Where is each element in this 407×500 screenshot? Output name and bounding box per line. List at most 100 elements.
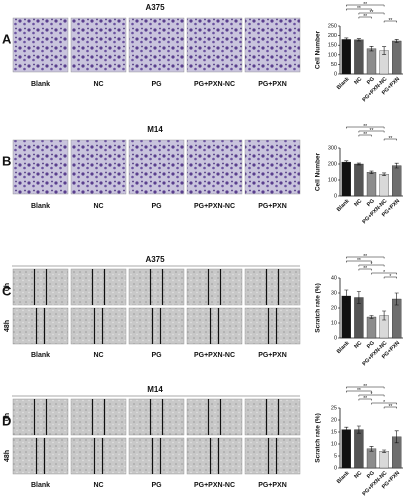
image-label: NC <box>93 203 103 210</box>
micrograph <box>244 17 301 73</box>
y-axis-label: Scratch rate (%) <box>315 413 322 463</box>
error-bar <box>344 289 349 303</box>
panel-letter: B <box>2 153 11 168</box>
micrograph <box>70 307 127 345</box>
y-tick-label: 20 <box>331 417 337 423</box>
y-tick-label: 5 <box>334 453 337 459</box>
x-tick-label: PG <box>366 76 376 86</box>
y-tick-label: 40 <box>331 275 337 281</box>
micrograph <box>12 398 69 436</box>
y-axis-label: Cell Number <box>315 30 322 69</box>
error-bar <box>344 37 349 42</box>
significance-label: * <box>383 270 385 276</box>
bar <box>341 161 351 197</box>
y-tick-label: 0 <box>334 335 337 341</box>
significance-label: ** <box>363 384 367 390</box>
bar <box>366 172 377 197</box>
micrograph <box>244 398 301 436</box>
error-bar <box>382 449 387 453</box>
image-label: PG+PXN-NC <box>194 482 235 489</box>
bar <box>366 448 377 469</box>
error-bar <box>344 160 349 164</box>
panel-letter: D <box>2 413 11 428</box>
micrograph <box>244 139 301 195</box>
image-label: PG+PXN <box>258 203 287 210</box>
y-tick-label: 300 <box>328 145 337 151</box>
x-tick-label: Blank <box>336 198 351 213</box>
y-tick-label: 0 <box>334 71 337 77</box>
micrograph <box>128 307 185 345</box>
bar <box>392 165 402 197</box>
bar <box>354 163 364 197</box>
panel-title: A375 <box>145 3 165 12</box>
micrograph <box>12 139 69 195</box>
bar <box>392 40 402 75</box>
error-bar <box>369 170 374 174</box>
image-label: PG+PXN <box>258 352 287 359</box>
micrograph <box>128 268 185 306</box>
significance-bracket <box>358 130 385 133</box>
image-label: PG <box>151 352 162 359</box>
micrograph <box>12 17 69 73</box>
image-label: PG+PXN <box>258 81 287 88</box>
significance-bracket <box>346 4 385 7</box>
row-label: 48h <box>4 450 11 462</box>
y-tick-label: 20 <box>331 305 337 311</box>
x-tick-label: NC <box>353 76 363 86</box>
error-bar <box>344 426 349 433</box>
error-bar <box>382 46 387 55</box>
micrograph <box>12 437 69 475</box>
significance-bracket <box>346 260 372 263</box>
x-tick-label: NC <box>353 198 363 208</box>
bar <box>341 39 351 75</box>
significance-bracket <box>383 20 397 23</box>
error-bar <box>394 39 399 43</box>
significance-label: ** <box>370 10 374 16</box>
error-bar <box>382 310 387 321</box>
image-label: NC <box>93 81 103 88</box>
significance-label: ** <box>357 388 361 394</box>
micrograph <box>12 307 69 345</box>
significance-label: ** <box>388 18 392 24</box>
x-tick-label: NC <box>353 340 363 350</box>
micrograph <box>70 17 127 73</box>
image-label: NC <box>93 482 103 489</box>
micrograph <box>12 268 69 306</box>
error-bar <box>356 38 361 42</box>
image-label: PG <box>151 81 162 88</box>
significance-bracket <box>358 398 372 401</box>
error-bar <box>369 315 374 319</box>
image-label: PG+PXN-NC <box>194 81 235 88</box>
y-tick-label: 150 <box>328 43 337 49</box>
micrograph <box>186 17 243 73</box>
x-tick-label: PG <box>366 198 376 208</box>
error-bar <box>394 162 399 169</box>
x-tick-label: Blank <box>336 76 351 91</box>
significance-label: * <box>371 262 373 268</box>
significance-bracket <box>383 276 397 279</box>
significance-label: ** <box>388 404 392 410</box>
micrograph <box>186 307 243 345</box>
image-label: Blank <box>31 352 50 359</box>
x-tick-label: Blank <box>336 470 351 485</box>
significance-bracket <box>358 394 385 397</box>
y-tick-label: 15 <box>331 429 337 435</box>
significance-bracket <box>371 272 397 275</box>
micrograph <box>128 437 185 475</box>
significance-label: * <box>389 274 391 280</box>
significance-bracket <box>346 256 385 259</box>
error-bar <box>369 446 374 452</box>
y-tick-label: 10 <box>331 441 337 447</box>
significance-label: ** <box>357 258 361 264</box>
image-label: PG <box>151 482 162 489</box>
significance-bracket <box>383 406 397 409</box>
micrograph <box>128 398 185 436</box>
micrograph <box>186 437 243 475</box>
error-bar <box>394 430 399 444</box>
panel-letter: C <box>2 283 12 298</box>
image-label: PG <box>151 203 162 210</box>
significance-label: * <box>371 392 373 398</box>
micrograph <box>70 268 127 306</box>
image-label: PG+PXN-NC <box>194 203 235 210</box>
